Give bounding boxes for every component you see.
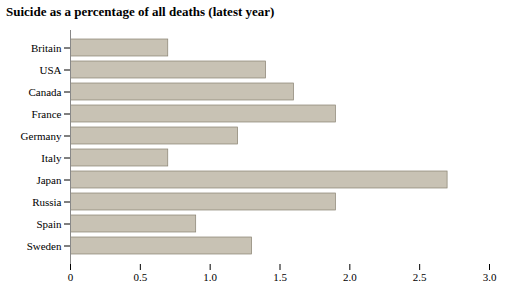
svg-text:Sweden: Sweden [27,240,62,252]
svg-text:3.0: 3.0 [483,271,497,283]
svg-text:0: 0 [68,271,74,283]
svg-text:France: France [32,108,62,120]
svg-text:Canada: Canada [29,86,62,98]
svg-text:Italy: Italy [41,152,62,164]
svg-text:Japan: Japan [36,174,62,186]
svg-text:2.5: 2.5 [413,271,427,283]
svg-text:Spain: Spain [36,218,62,230]
svg-text:Germany: Germany [21,130,62,142]
svg-text:1.0: 1.0 [203,271,217,283]
html-text:Suicide as a percentage of all: Suicide as a percentage of all deaths (l… [6,4,275,19]
svg-text:1.5: 1.5 [273,271,287,283]
svg-text:USA: USA [39,64,61,76]
svg-text:0.5: 0.5 [133,271,147,283]
svg-text:2.0: 2.0 [343,271,357,283]
svg-text:Britain: Britain [31,42,62,54]
svg-text:Russia: Russia [32,196,61,208]
